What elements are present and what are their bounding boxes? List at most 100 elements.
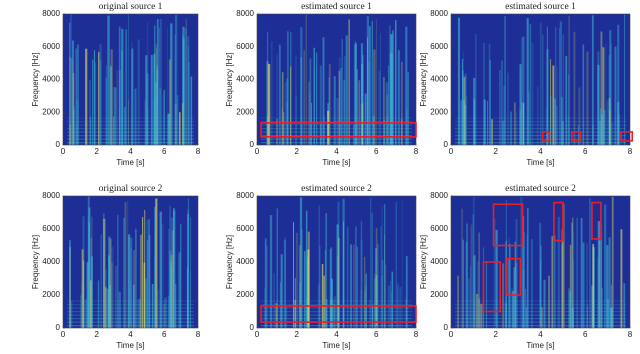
spectrogram-texture [340,68,342,145]
spectrogram-texture [72,73,75,145]
spectrogram-texture [189,270,191,328]
spectrogram-texture [69,22,71,146]
spectrogram-texture [67,314,194,316]
spectrogram-texture [603,109,606,145]
spectrogram-texture [118,291,121,328]
y-tick-label: 6000 [236,42,254,51]
spectrogram-texture [395,202,398,328]
spectrogram-texture [378,70,381,145]
spectrogram-texture [154,206,156,328]
spectrogram-background [451,14,630,145]
spectrogram-texture [461,208,464,328]
spectrogram-texture [261,311,412,313]
spectrogram-texture [504,15,506,146]
spectrogram-texture [606,245,609,328]
y-tick-label: 2000 [236,290,254,299]
spectrogram-texture [582,44,585,146]
spectrogram-texture [189,217,192,328]
spectrogram: 0 2 4 6 8 0 2000 4000 6000 8000 estimated source 1… [419,2,634,167]
spectrogram-texture [455,142,626,144]
spectrogram-texture [311,102,312,145]
highlight-box [553,201,564,242]
spectrogram-texture [261,124,412,126]
spectrogram-texture [154,257,157,328]
spectrogram-texture [264,287,266,328]
y-axis-label: Frequency [Hz] [419,235,428,289]
spectrogram-texture [130,237,133,328]
spectrogram-texture [542,34,544,145]
spectrogram-texture [379,33,381,145]
spectrogram-texture [407,72,409,145]
spectrogram-texture [400,61,403,145]
spectrogram-texture [601,114,603,145]
spectrogram: 0 2 4 6 8 0 2000 4000 6000 8000 estimated source 1… [225,2,419,167]
spectrogram-texture [455,135,626,137]
spectrogram-texture [348,19,350,145]
spectrogram-texture [286,78,289,145]
spectrogram-texture [558,28,560,145]
spectrogram-texture [557,216,560,328]
spectrogram-texture [572,261,574,328]
spectrogram-texture [83,260,85,328]
spectrogram-texture [125,29,128,146]
spectrogram-texture [308,81,310,145]
spectrogram-texture [293,222,294,328]
spectrogram-texture [568,16,570,146]
highlight-box [482,261,502,313]
spectrogram-texture [491,119,493,145]
spectrogram-texture [264,238,267,328]
spectrogram-texture [582,242,585,328]
x-tick-label: 0 [255,330,260,339]
spectrogram-texture [455,321,626,323]
spectrogram-texture [281,72,284,145]
chart-title: estimated source 1 [301,2,372,12]
spectrogram-texture [392,30,394,145]
spectrogram-texture [554,98,556,145]
spectrogram-texture [69,56,71,145]
spectrogram-texture [611,122,614,145]
spectrogram-texture [356,246,358,328]
spectrogram-texture [178,112,181,145]
spectrogram-texture [592,243,595,328]
spectrogram-texture [367,37,368,145]
spectrogram-texture [261,314,412,316]
spectrogram-texture [82,216,85,328]
spectrogram-texture [455,131,626,133]
spectrogram-texture [513,102,516,145]
spectrogram-texture [171,230,174,328]
chart-title: original source 1 [99,2,163,12]
spectrogram-texture [556,65,558,145]
spectrogram-texture [309,58,312,145]
spectrogram-texture [294,299,296,328]
x-tick-label: 0 [449,330,454,339]
spectrogram-texture [185,19,187,145]
spectrogram-texture [483,43,485,146]
spectrogram-texture [67,117,194,119]
spectrogram-texture [261,307,412,309]
spectrogram-texture [394,20,397,145]
spectrogram-texture [580,218,583,328]
spectrogram: 0 2 4 6 8 0 2000 4000 6000 8000 original source 1 T… [31,2,201,167]
spectrogram-texture [559,21,562,145]
spectrogram-texture [385,264,387,328]
spectrogram-texture [493,218,496,328]
spectrogram-texture [329,248,331,328]
spectrogram-texture [69,240,71,328]
spectrogram-texture [465,95,468,145]
spectrogram-texture [159,211,162,328]
spectrogram-texture [623,14,626,146]
spectrogram-texture [169,206,171,328]
spectrogram-texture [324,250,326,328]
spectrogram-texture [531,239,533,328]
spectrogram-texture [504,302,508,328]
y-tick-label: 8000 [236,9,254,18]
spectrogram-texture [603,204,607,328]
spectrogram-texture [455,128,626,130]
spectrogram-texture [610,308,613,328]
spectrogram-texture [617,102,620,145]
spectrogram-texture [278,44,281,145]
spectrogram-texture [386,115,388,145]
spectrogram-texture [307,249,310,328]
x-tick-label: 6 [374,330,379,339]
spectrogram-texture [577,125,580,145]
